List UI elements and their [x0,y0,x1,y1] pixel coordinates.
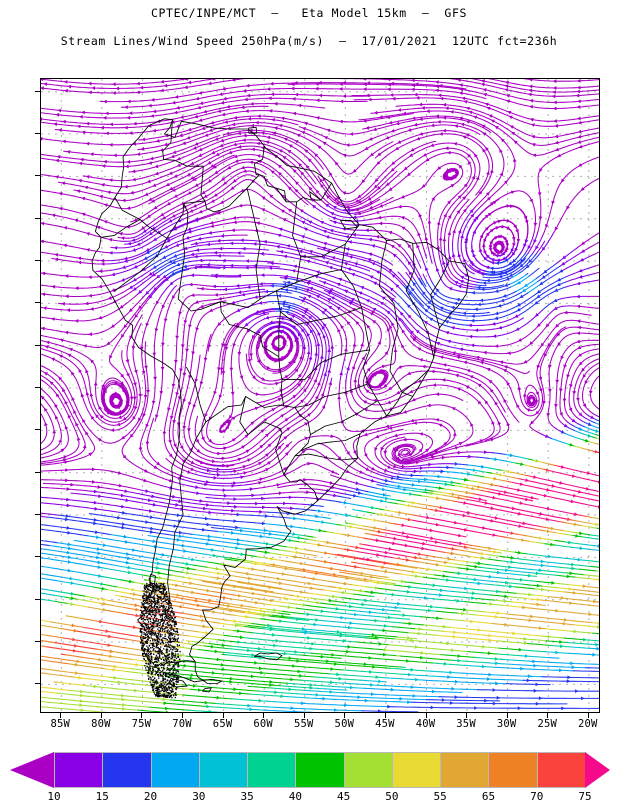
x-axis-tick-label: 80W [91,718,111,730]
colorbar: 10 15 20 30 35 40 45 50 55 65 70 75 [0,752,618,803]
colorbar-tick-label: 35 [240,790,254,803]
colorbar-over-arrow [585,752,610,788]
y-axis-tick-mark [35,556,40,558]
x-axis-tick-mark [547,713,549,718]
y-axis-tick-mark [35,429,40,431]
colorbar-swatch [295,752,345,788]
colorbar-swatches [54,752,586,788]
colorbar-tick-label: 45 [337,790,351,803]
y-axis-tick-mark [35,302,40,304]
x-axis-tick-mark [344,713,346,718]
x-axis-tick-label: 25W [537,718,558,730]
y-axis-tick-mark [35,598,40,600]
colorbar-swatch [488,752,538,788]
patagonia-fjord-detail [139,582,181,699]
x-axis-tick-label: 20W [578,718,598,730]
colorbar-swatch [391,752,442,788]
x-axis-tick-mark [303,713,305,718]
x-axis-tick-mark [587,713,589,718]
colorbar-tick-label: 10 [47,790,61,803]
x-axis-tick-label: 60W [253,718,273,730]
colorbar-swatch [54,752,104,788]
chart-title-subtitle: Stream Lines/Wind Speed 250hPa(m/s) — 17… [60,34,558,48]
colorbar-swatch [343,752,393,788]
y-axis-tick-mark [35,641,40,643]
x-axis-tick-label: 30W [496,718,517,730]
x-axis-tick-mark [60,713,62,718]
colorbar-tick-label: 50 [385,790,399,803]
y-axis-tick-mark [35,175,40,177]
x-axis-tick-label: 85W [50,718,71,730]
colorbar-tick-label: 15 [95,790,109,803]
x-axis-tick-label: 40W [415,718,436,730]
y-axis-tick-mark [35,514,40,516]
y-axis-tick-mark [35,217,40,219]
colorbar-under-arrow [10,752,54,788]
x-axis-tick-label: 35W [456,718,476,730]
streamlines [41,79,599,712]
x-axis-tick-mark [141,713,143,718]
colorbar-tick-label: 30 [192,790,206,803]
colorbar-swatch [440,752,490,788]
colorbar-swatch [102,752,152,788]
chart-title-main: CPTEC/INPE/MCT — Eta Model 15km — GFS [151,6,467,20]
x-axis-tick-mark [384,713,386,718]
x-axis-tick-mark [100,713,102,718]
x-axis-tick-mark [263,713,265,718]
colorbar-swatch [536,752,586,788]
plot-area: 15N10N5NEQ5S10S15S20S25S30S35S40S45S50S5… [35,78,600,730]
y-axis-tick-mark [35,683,40,685]
streamline-canvas [41,79,599,712]
colorbar-swatch [198,752,249,788]
colorbar-swatch [150,752,200,788]
colorbar-tick-label: 70 [530,790,544,803]
y-axis-tick-mark [35,471,40,473]
y-axis-tick-mark [35,344,40,346]
colorbar-swatch [247,752,297,788]
colorbar-tick-label: 55 [433,790,447,803]
y-axis-tick-mark [35,260,40,262]
x-axis-tick-label: 70W [172,718,192,730]
x-axis-tick-mark [425,713,427,718]
x-axis-tick-mark [182,713,184,718]
x-axis-tick-mark [222,713,224,718]
x-axis-tick-label: 65W [212,718,233,730]
plot-frame [40,78,600,713]
x-axis-tick-label: 50W [334,718,355,730]
x-axis-tick-label: 75W [131,718,152,730]
x-axis-tick-label: 45W [375,718,395,730]
colorbar-tick-label: 40 [288,790,302,803]
y-axis-tick-mark [35,133,40,135]
colorbar-tick-label: 75 [578,790,592,803]
colorbar-tick-label: 20 [143,790,158,803]
colorbar-tick-label: 65 [481,790,496,803]
y-axis-tick-mark [35,387,40,389]
x-axis-tick-label: 55W [293,718,314,730]
x-axis-tick-mark [506,713,508,718]
y-axis-tick-mark [35,90,40,92]
x-axis-tick-mark [466,713,468,718]
